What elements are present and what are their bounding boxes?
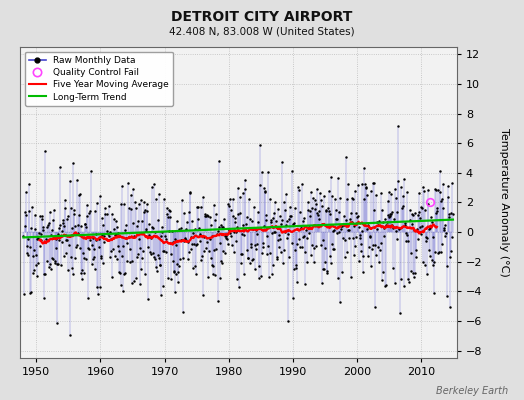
Legend: Raw Monthly Data, Quality Control Fail, Five Year Moving Average, Long-Term Tren: Raw Monthly Data, Quality Control Fail, … <box>25 52 173 106</box>
Y-axis label: Temperature Anomaly (°C): Temperature Anomaly (°C) <box>499 128 509 277</box>
Text: Berkeley Earth: Berkeley Earth <box>436 386 508 396</box>
Text: 42.408 N, 83.008 W (United States): 42.408 N, 83.008 W (United States) <box>169 26 355 36</box>
Text: DETROIT CITY AIRPORT: DETROIT CITY AIRPORT <box>171 10 353 24</box>
